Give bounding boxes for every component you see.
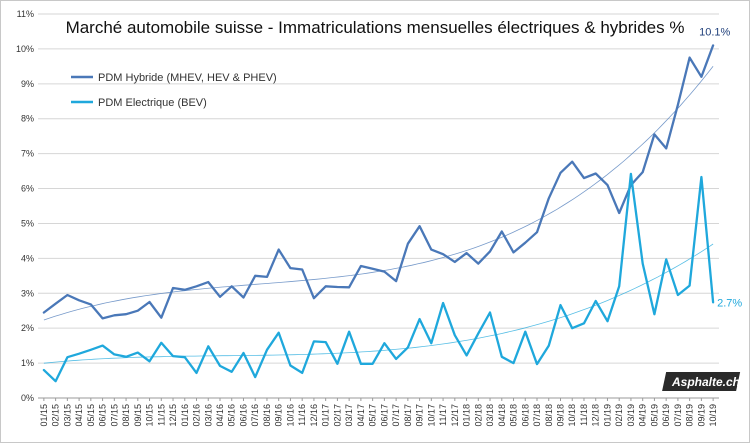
x-tick-label: 11/17: [438, 404, 448, 426]
series-line-electrique: [42, 172, 715, 383]
x-tick-label: 08/17: [403, 404, 413, 427]
series-lines: [42, 44, 715, 383]
x-tick-label: 02/17: [332, 404, 342, 427]
x-tick-label: 11/15: [156, 404, 166, 426]
x-tick-label: 01/17: [321, 404, 331, 427]
x-tick-label: 12/17: [450, 404, 460, 427]
x-tick-label: 09/15: [133, 404, 143, 427]
x-tick-label: 07/16: [250, 404, 260, 427]
y-tick-label: 2%: [21, 323, 34, 333]
x-tick-label: 04/17: [356, 404, 366, 427]
trendline-electrique: [43, 243, 714, 364]
x-tick-label: 04/15: [74, 404, 84, 427]
x-tick-label: 10/16: [285, 404, 295, 427]
x-tick-label: 12/18: [591, 404, 601, 427]
x-tick-label: 02/18: [473, 404, 483, 427]
x-tick-label: 05/18: [509, 404, 519, 427]
legend: PDM Hybride (MHEV, HEV & PHEV) PDM Elect…: [71, 72, 277, 109]
trendlines: [43, 66, 714, 364]
x-tick-label: 05/15: [86, 404, 96, 427]
x-tick-label: 01/15: [39, 404, 49, 427]
series-line-hybride: [42, 44, 715, 320]
x-tick-label: 06/15: [98, 404, 108, 427]
x-tick-label: 09/16: [274, 404, 284, 427]
x-tick-label: 05/17: [368, 404, 378, 427]
x-tick-label: 07/17: [391, 404, 401, 427]
x-tick-label: 01/16: [180, 404, 190, 427]
x-tick-label: 05/16: [227, 404, 237, 427]
x-tick-label: 08/18: [544, 404, 554, 427]
x-tick-label: 10/15: [145, 404, 155, 427]
x-tick-label: 10/18: [567, 404, 577, 427]
x-tick-label: 10/17: [426, 404, 436, 427]
y-tick-label: 4%: [21, 253, 34, 263]
watermark-text: Asphalte.ch: [671, 375, 740, 389]
x-tick-label: 03/15: [62, 404, 72, 427]
x-tick-label: 09/17: [415, 404, 425, 427]
legend-label-hybride: PDM Hybride (MHEV, HEV & PHEV): [98, 72, 277, 84]
x-axis-ticks: 01/15 02/15 03/15 04/15 05/15 06/15 07/15 08/15…: [39, 398, 718, 427]
x-tick-label: 06/17: [379, 404, 389, 427]
x-tick-label: 12/15: [168, 404, 178, 427]
end-label-electrique: 2.7%: [717, 297, 742, 309]
x-tick-label: 08/15: [121, 404, 131, 427]
x-tick-label: 08/16: [262, 404, 272, 427]
x-tick-label: 05/19: [649, 404, 659, 427]
x-tick-label: 07/19: [673, 404, 683, 427]
x-tick-label: 12/16: [309, 404, 319, 427]
x-tick-label: 04/19: [638, 404, 648, 427]
x-tick-label: 07/18: [532, 404, 542, 427]
x-tick-label: 01/18: [462, 404, 472, 427]
x-tick-label: 09/19: [696, 404, 706, 427]
watermark-badge: [662, 372, 741, 391]
x-tick-label: 11/18: [579, 404, 589, 426]
y-tick-label: 6%: [21, 184, 34, 194]
legend-label-electrique: PDM Electrique (BEV): [98, 97, 207, 109]
x-tick-label: 02/19: [614, 404, 624, 427]
x-tick-label: 03/17: [344, 404, 354, 427]
x-tick-label: 02/16: [192, 404, 202, 427]
y-tick-label: 1%: [21, 358, 34, 368]
x-tick-label: 03/18: [485, 404, 495, 427]
end-label-hybride: 10.1%: [699, 26, 730, 38]
x-tick-label: 03/19: [626, 404, 636, 427]
x-tick-label: 01/19: [602, 404, 612, 427]
y-tick-label: 9%: [21, 79, 34, 89]
y-tick-label: 10%: [16, 44, 34, 54]
gridlines: [38, 13, 719, 399]
y-tick-label: 3%: [21, 288, 34, 298]
y-tick-label: 7%: [21, 149, 34, 159]
chart-title: Marché automobile suisse - Immatriculati…: [66, 18, 685, 37]
x-tick-label: 06/16: [238, 404, 248, 427]
x-tick-label: 08/19: [685, 404, 695, 427]
x-tick-label: 04/18: [497, 404, 507, 427]
x-tick-label: 11/16: [297, 404, 307, 426]
x-tick-label: 10/19: [708, 404, 718, 427]
end-labels: 10.1% 2.7%: [699, 26, 742, 309]
x-tick-label: 02/15: [51, 404, 61, 427]
y-tick-label: 11%: [17, 9, 34, 19]
y-tick-label: 5%: [21, 218, 34, 228]
x-tick-label: 09/18: [555, 404, 565, 427]
x-tick-label: 06/18: [520, 404, 530, 427]
x-tick-label: 06/19: [661, 404, 671, 427]
y-tick-label: 8%: [21, 114, 34, 124]
x-tick-label: 07/15: [109, 404, 119, 427]
x-tick-label: 03/16: [203, 404, 213, 427]
x-tick-label: 04/16: [215, 404, 225, 427]
y-tick-label: 0%: [21, 393, 34, 403]
watermark: Asphalte.ch: [662, 372, 741, 391]
y-axis-ticks: 0% 1% 2% 3% 4% 5% 6% 7% 8% 9% 10% 11%: [16, 9, 34, 403]
